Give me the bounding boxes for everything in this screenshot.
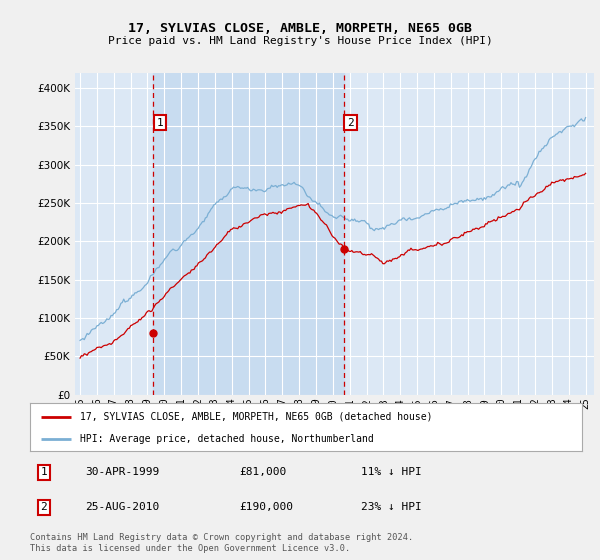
Text: 25-AUG-2010: 25-AUG-2010 (85, 502, 160, 512)
Bar (153, 73, 344, 395)
Text: Contains HM Land Registry data © Crown copyright and database right 2024.
This d: Contains HM Land Registry data © Crown c… (30, 533, 413, 553)
Text: 1: 1 (157, 118, 163, 128)
Text: HPI: Average price, detached house, Northumberland: HPI: Average price, detached house, Nort… (80, 434, 373, 444)
Text: 17, SYLVIAS CLOSE, AMBLE, MORPETH, NE65 0GB (detached house): 17, SYLVIAS CLOSE, AMBLE, MORPETH, NE65 … (80, 412, 432, 422)
Text: £81,000: £81,000 (240, 468, 287, 478)
Text: 11% ↓ HPI: 11% ↓ HPI (361, 468, 422, 478)
Text: 2: 2 (347, 118, 354, 128)
Text: 17, SYLVIAS CLOSE, AMBLE, MORPETH, NE65 0GB: 17, SYLVIAS CLOSE, AMBLE, MORPETH, NE65 … (128, 22, 472, 35)
Text: £190,000: £190,000 (240, 502, 294, 512)
Text: 23% ↓ HPI: 23% ↓ HPI (361, 502, 422, 512)
Text: 1: 1 (40, 468, 47, 478)
Text: 2: 2 (40, 502, 47, 512)
Text: 30-APR-1999: 30-APR-1999 (85, 468, 160, 478)
Text: Price paid vs. HM Land Registry's House Price Index (HPI): Price paid vs. HM Land Registry's House … (107, 36, 493, 46)
